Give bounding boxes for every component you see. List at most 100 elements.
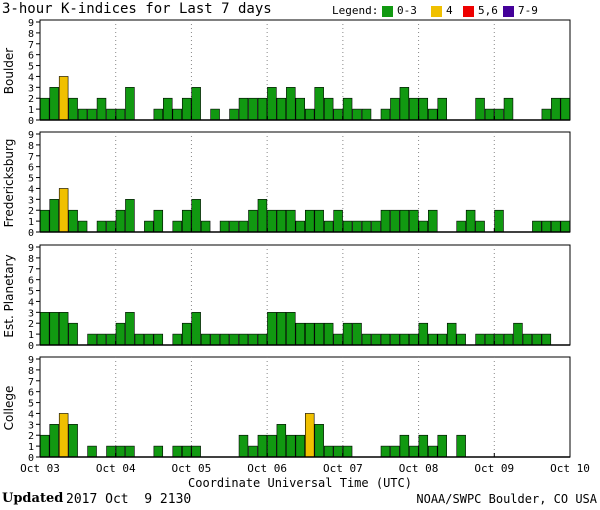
x-tick-label: Oct 08 (399, 462, 439, 475)
y-tick-label: 3 (28, 195, 34, 206)
k-index-bar (361, 220, 372, 233)
y-tick-label: 7 (28, 265, 34, 276)
k-index-bar (304, 322, 315, 346)
k-index-bar (172, 445, 182, 458)
k-index-bar (200, 220, 211, 233)
k-index-bar (428, 333, 438, 346)
x-tick-label: Oct 05 (172, 462, 212, 475)
k-index-bar (58, 312, 69, 346)
k-index-bar (77, 220, 88, 233)
k-index-bar (475, 220, 485, 233)
k-index-bar (238, 220, 249, 233)
legend-label: Legend: (332, 4, 379, 17)
k-index-bar (560, 220, 570, 233)
k-index-bar (494, 333, 504, 346)
k-index-bar (314, 424, 324, 458)
k-index-bar (352, 322, 362, 346)
k-index-bar (248, 333, 258, 346)
k-index-bar (134, 333, 145, 346)
k-index-bar (304, 209, 315, 233)
k-index-bar (248, 97, 258, 121)
k-index-bar (96, 220, 107, 233)
k-index-bar (286, 87, 296, 121)
k-index-bar (115, 445, 126, 458)
k-index-bar (314, 322, 324, 346)
k-index-bar (267, 434, 277, 458)
k-index-bar (551, 220, 561, 233)
k-index-bar (380, 108, 391, 121)
updated-value: 2017 Oct 9 2130 (66, 492, 192, 507)
k-index-bar (323, 220, 334, 233)
y-tick-label: 8 (28, 254, 34, 265)
x-tick-label: Oct 07 (323, 462, 363, 475)
k-index-bar (428, 108, 438, 121)
x-tick-label: Oct 10 (550, 462, 590, 475)
k-index-bar (144, 333, 154, 346)
y-tick-label: 0 (28, 116, 34, 127)
k-index-bar (153, 445, 164, 458)
k-index-bar (380, 333, 391, 346)
k-index-bar (304, 108, 315, 121)
k-index-bar (191, 199, 201, 233)
k-index-bar (68, 322, 78, 346)
y-tick-label: 6 (28, 51, 34, 62)
k-index-bar (399, 434, 410, 458)
k-index-bar (437, 434, 447, 458)
k-index-bar (257, 199, 268, 233)
y-tick-label: 4 (28, 72, 34, 83)
y-tick-label: 4 (28, 409, 34, 420)
k-index-bar (409, 333, 419, 346)
k-index-bar (144, 220, 154, 233)
k-index-bar (286, 209, 296, 233)
k-index-bar (153, 108, 164, 121)
k-index-bar (390, 97, 400, 121)
k-index-bar (68, 209, 78, 233)
k-index-bar (87, 445, 97, 458)
y-tick-label: 9 (28, 18, 34, 29)
k-index-bar (286, 312, 296, 346)
k-index-bar (106, 445, 116, 458)
k-index-bar (276, 97, 287, 121)
k-index-bar (125, 312, 135, 346)
k-index-bar (323, 322, 334, 346)
k-index-bar (153, 209, 164, 233)
y-tick-label: 0 (28, 228, 34, 239)
y-tick-label: 2 (28, 94, 34, 105)
x-tick-label: Oct 09 (474, 462, 514, 475)
y-tick-label: 1 (28, 330, 34, 341)
k-index-bar (229, 220, 239, 233)
k-index-bar (200, 333, 211, 346)
y-tick-label: 8 (28, 366, 34, 377)
k-index-bar (87, 108, 97, 121)
k-index-bar (219, 220, 230, 233)
k-index-bar (333, 445, 343, 458)
k-index-bar (437, 97, 447, 121)
k-index-bar (96, 333, 107, 346)
x-tick-label: Oct 03 (20, 462, 60, 475)
k-index-bar (163, 97, 173, 121)
k-index-bar (267, 312, 277, 346)
k-index-bar (39, 97, 50, 121)
k-index-bar (456, 333, 466, 346)
k-index-bar (238, 333, 249, 346)
k-index-bar (229, 333, 239, 346)
k-index-bar (380, 445, 391, 458)
y-tick-label: 9 (28, 243, 34, 254)
k-index-bar (446, 322, 457, 346)
chart-title: 3-hour K-indices for Last 7 days (2, 1, 272, 17)
k-index-bar (399, 87, 410, 121)
k-index-bar (238, 434, 249, 458)
k-index-bar (106, 220, 116, 233)
panel-name: Est. Planetary (2, 254, 16, 337)
k-index-bar (172, 333, 182, 346)
panel-name: Boulder (2, 48, 16, 95)
k-index-bar (210, 108, 220, 121)
y-tick-label: 5 (28, 174, 34, 185)
k-index-bar (399, 333, 410, 346)
k-index-bar (68, 97, 78, 121)
k-index-bar (371, 333, 381, 346)
k-index-bar (475, 97, 485, 121)
k-index-bar (352, 220, 362, 233)
k-index-bar (115, 209, 126, 233)
k-index-bar (409, 97, 419, 121)
